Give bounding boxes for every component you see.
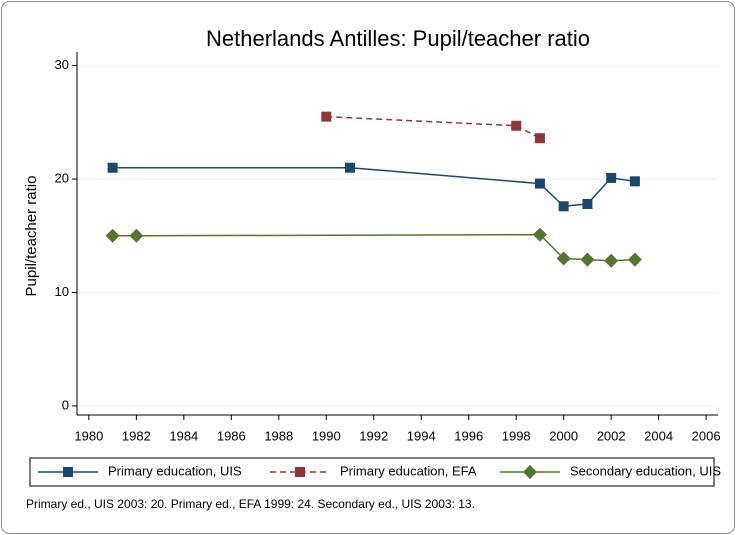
x-tick-label: 1992 <box>359 428 388 443</box>
legend-marker <box>63 467 73 477</box>
marker <box>107 162 118 173</box>
legend-marker <box>523 465 537 479</box>
marker <box>627 252 642 267</box>
x-tick-label: 2006 <box>692 428 721 443</box>
note: Primary ed., UIS 2003: 20. Primary ed., … <box>26 497 475 511</box>
x-tick-label: 1984 <box>169 428 198 443</box>
x-tick-label: 2002 <box>597 428 626 443</box>
y-tick-label: 10 <box>55 284 69 299</box>
legend-label: Primary education, EFA <box>340 463 477 478</box>
x-tick-label: 1980 <box>74 428 103 443</box>
marker <box>580 252 595 267</box>
y-tick-label: 30 <box>55 57 69 72</box>
chart-title: Netherlands Antilles: Pupil/teacher rati… <box>206 26 590 51</box>
marker <box>129 228 144 243</box>
y-axis-label: Pupil/teacher ratio <box>23 176 40 297</box>
marker <box>532 227 547 242</box>
legend-label: Secondary education, UIS <box>570 463 721 478</box>
marker <box>534 133 545 144</box>
marker <box>321 111 332 122</box>
marker <box>556 251 571 266</box>
x-tick-label: 1986 <box>217 428 246 443</box>
y-tick-label: 20 <box>55 170 69 185</box>
legend-label: Primary education, UIS <box>108 463 242 478</box>
marker <box>629 176 640 187</box>
y-tick-label: 0 <box>62 397 69 412</box>
marker <box>345 162 356 173</box>
x-tick-label: 1996 <box>454 428 483 443</box>
marker <box>606 172 617 183</box>
x-tick-label: 2004 <box>644 428 673 443</box>
legend-box <box>29 457 715 487</box>
marker <box>582 199 593 210</box>
x-tick-label: 1982 <box>122 428 151 443</box>
x-tick-label: 1990 <box>312 428 341 443</box>
legend-marker <box>295 467 305 477</box>
marker <box>604 253 619 268</box>
x-tick-label: 2000 <box>549 428 578 443</box>
marker <box>105 228 120 243</box>
x-tick-label: 1994 <box>407 428 436 443</box>
marker <box>534 178 545 189</box>
marker <box>511 120 522 131</box>
marker <box>558 201 569 212</box>
x-tick-label: 1998 <box>502 428 531 443</box>
x-tick-label: 1988 <box>264 428 293 443</box>
